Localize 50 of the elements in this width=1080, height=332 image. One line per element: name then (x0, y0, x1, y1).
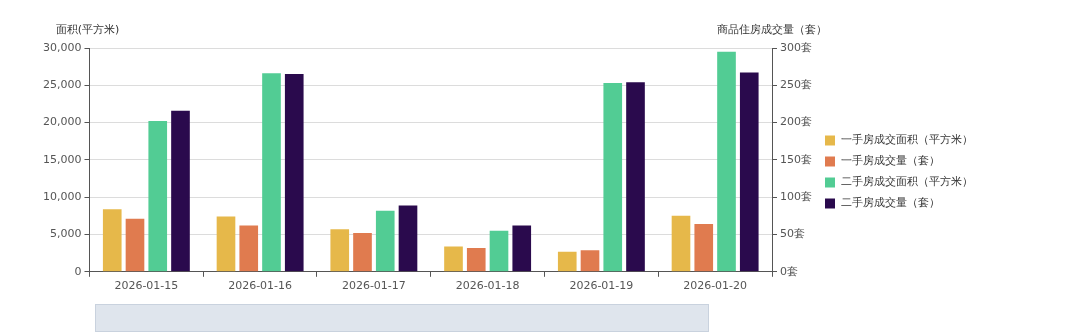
y2-tick-label: 0套 (780, 264, 798, 278)
y-tick-label: 10,000 (42, 190, 82, 204)
y-tick-label: 0 (74, 264, 82, 278)
bar (239, 225, 259, 272)
bar (353, 233, 372, 272)
y-tick-label: 20,000 (42, 115, 82, 129)
bar (148, 121, 168, 272)
bar (512, 225, 532, 272)
bar (557, 251, 577, 272)
bar (262, 73, 281, 272)
y-tick-label: 30,000 (42, 40, 82, 54)
bar (626, 82, 645, 272)
bar (284, 74, 304, 272)
x-tick-label: 2026-01-16 (228, 279, 293, 293)
legend-label: 二手房成交面积（平方米） (840, 175, 973, 189)
bar (603, 83, 623, 272)
y-tick-label: 15,000 (42, 152, 82, 166)
legend-label: 一手房成交面积（平方米） (840, 133, 973, 147)
bar (171, 110, 190, 272)
bar (216, 216, 236, 272)
y2-tick-label: 300套 (780, 40, 812, 54)
x-tick-label: 2026-01-19 (569, 279, 634, 293)
y2-tick-label: 200套 (780, 115, 812, 129)
bar (717, 51, 736, 272)
x-tick-label: 2026-01-15 (114, 279, 179, 293)
legend-label: 二手房成交量（套） (840, 196, 940, 210)
bar (375, 210, 395, 272)
bar (330, 229, 350, 272)
x-tick-label: 2026-01-20 (683, 279, 748, 293)
y-tick-label: 25,000 (42, 78, 82, 92)
legend-label: 一手房成交量（套） (840, 154, 940, 168)
x-tick-label: 2026-01-18 (455, 279, 520, 293)
x-tick-label: 2026-01-17 (341, 279, 406, 293)
y2-tick-label: 50套 (780, 227, 805, 241)
y2-tick-label: 100套 (780, 190, 812, 204)
y-axis-title: 面积(平方米) (55, 23, 120, 37)
bar (694, 224, 714, 272)
bar (466, 247, 486, 272)
y2-tick-label: 150套 (780, 152, 812, 166)
bar (125, 218, 145, 272)
y2-tick-label: 250套 (780, 78, 812, 92)
bar (489, 230, 509, 272)
y2-axis-title: 商品住房成交量（套） (717, 23, 827, 37)
y-tick-label: 5,000 (49, 227, 82, 241)
bar (580, 250, 600, 272)
bar (444, 246, 463, 272)
bar (102, 209, 122, 272)
bar (739, 72, 759, 272)
bar (398, 205, 418, 272)
bar (671, 215, 691, 272)
